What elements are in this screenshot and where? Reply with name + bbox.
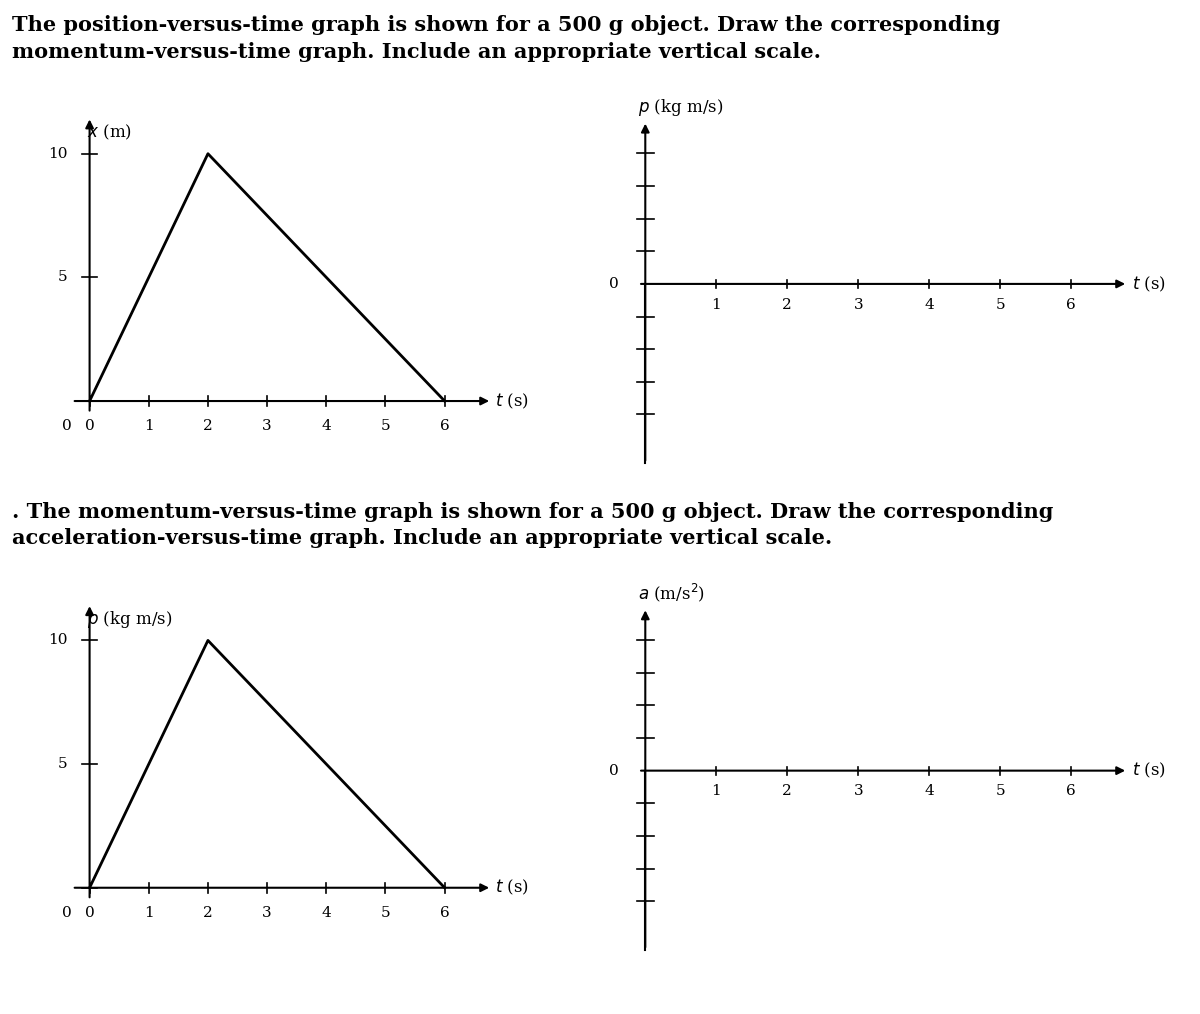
Text: 0: 0	[610, 277, 619, 291]
Text: 4: 4	[322, 419, 331, 433]
Text: 3: 3	[853, 298, 863, 311]
Text: The position-versus-time graph is shown for a 500 g object. Draw the correspondi: The position-versus-time graph is shown …	[12, 15, 1001, 62]
Text: $t$ (s): $t$ (s)	[1132, 275, 1165, 293]
Text: 0: 0	[61, 419, 72, 433]
Text: $t$ (s): $t$ (s)	[1132, 762, 1165, 780]
Text: 3: 3	[853, 785, 863, 798]
Text: 1: 1	[712, 298, 721, 311]
Text: $p$ (kg m/s): $p$ (kg m/s)	[86, 609, 172, 630]
Text: 6: 6	[1067, 298, 1076, 311]
Text: 1: 1	[144, 906, 154, 920]
Text: 5: 5	[59, 757, 68, 771]
Text: 5: 5	[380, 419, 390, 433]
Text: 10: 10	[48, 634, 68, 647]
Text: 6: 6	[1067, 785, 1076, 798]
Text: 5: 5	[996, 785, 1006, 798]
Text: 0: 0	[85, 419, 95, 433]
Text: 2: 2	[203, 906, 212, 920]
Text: $a$ (m/s$^2$): $a$ (m/s$^2$)	[638, 582, 706, 604]
Text: $p$ (kg m/s): $p$ (kg m/s)	[638, 96, 724, 118]
Text: 4: 4	[924, 785, 934, 798]
Text: 6: 6	[439, 906, 450, 920]
Text: 4: 4	[322, 906, 331, 920]
Text: 10: 10	[48, 147, 68, 160]
Text: 1: 1	[712, 785, 721, 798]
Text: 6: 6	[439, 419, 450, 433]
Text: $x$ (m): $x$ (m)	[86, 123, 132, 142]
Text: $t$ (s): $t$ (s)	[494, 391, 529, 411]
Text: . The momentum-versus-time graph is shown for a 500 g object. Draw the correspon: . The momentum-versus-time graph is show…	[12, 502, 1054, 549]
Text: 5: 5	[996, 298, 1006, 311]
Text: 3: 3	[263, 419, 272, 433]
Text: 0: 0	[610, 764, 619, 778]
Text: 3: 3	[263, 906, 272, 920]
Text: 5: 5	[380, 906, 390, 920]
Text: 2: 2	[782, 298, 792, 311]
Text: 5: 5	[59, 271, 68, 284]
Text: 1: 1	[144, 419, 154, 433]
Text: $t$ (s): $t$ (s)	[494, 878, 529, 897]
Text: 0: 0	[85, 906, 95, 920]
Text: 2: 2	[782, 785, 792, 798]
Text: 2: 2	[203, 419, 212, 433]
Text: 4: 4	[924, 298, 934, 311]
Text: 0: 0	[61, 906, 72, 920]
